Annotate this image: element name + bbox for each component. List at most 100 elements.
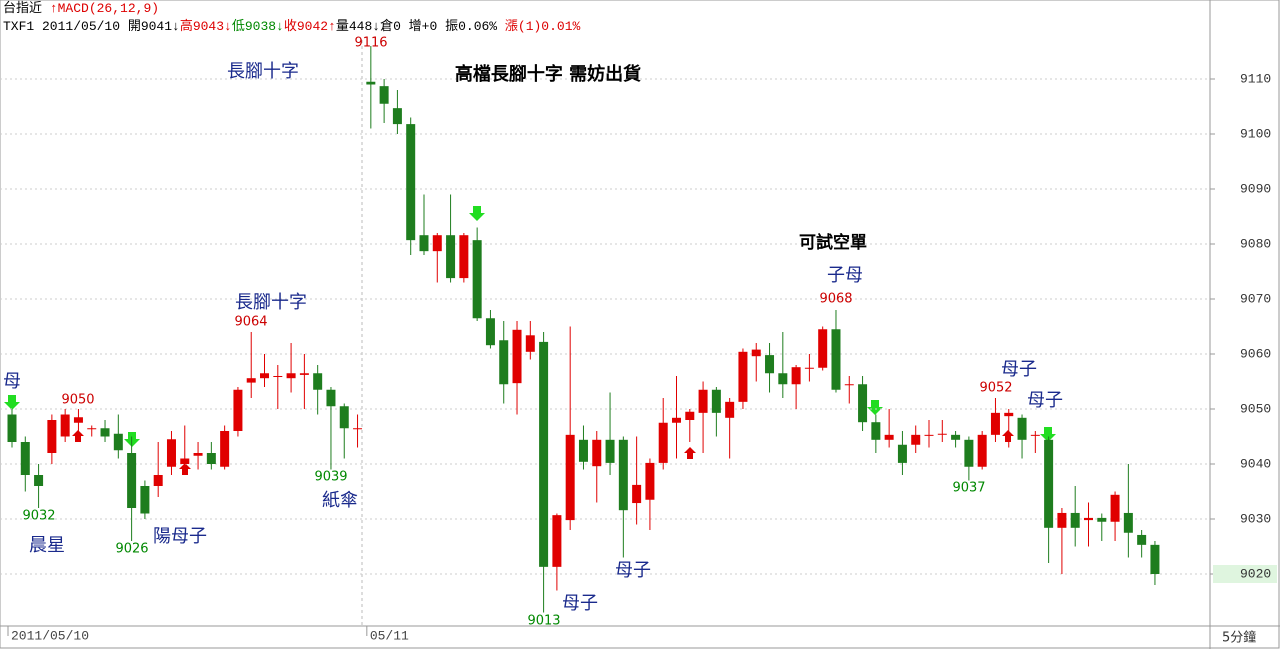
candle-body: [698, 389, 708, 413]
y-tick-label: 9020: [1240, 566, 1271, 581]
annotation: 9013: [527, 614, 560, 629]
candle-body: [1097, 517, 1107, 522]
candle-body: [1070, 512, 1080, 528]
x-tick-label: 05/11: [370, 628, 409, 643]
candle-body: [937, 433, 947, 435]
candle-body: [459, 235, 469, 279]
candle-body: [765, 355, 775, 374]
candle-body: [1057, 512, 1067, 528]
annotation: 可試空單: [799, 232, 867, 253]
candle-body: [499, 340, 509, 385]
candle-body: [1150, 544, 1160, 574]
candle-body: [871, 422, 881, 440]
candle-body: [379, 86, 389, 104]
annotation: 長腳十字: [227, 61, 299, 82]
indicator: ↑MACD(26,12,9): [49, 1, 160, 16]
annotation: 母子: [615, 560, 651, 581]
candle-body: [897, 444, 907, 463]
candle-body: [7, 414, 17, 442]
quote-volume: 量448↓倉0 增+0 振0.06%: [335, 19, 498, 34]
candle-body: [419, 235, 429, 252]
annotation: 9116: [354, 36, 387, 51]
candle-body: [1137, 534, 1147, 545]
candle-body: [153, 475, 163, 486]
candle-body: [34, 475, 44, 486]
candle-body: [339, 406, 349, 429]
last-price-highlight: [1213, 565, 1277, 583]
candle-body: [1044, 439, 1054, 528]
x-tick-label: 2011/05/10: [11, 628, 89, 643]
candle-body: [818, 329, 828, 368]
candle-body: [246, 378, 256, 383]
candle-body: [791, 367, 801, 385]
candle-body: [964, 439, 974, 467]
candle-body: [47, 420, 57, 453]
candle-body: [525, 335, 535, 352]
candle-body: [180, 458, 190, 464]
y-tick-label: 9100: [1240, 126, 1271, 141]
y-tick-label: 9050: [1240, 401, 1271, 416]
candle-body: [831, 329, 841, 390]
candle-body: [406, 124, 416, 241]
annotation: 9052: [979, 381, 1012, 396]
y-tick-label: 9060: [1240, 346, 1271, 361]
y-tick-label: 9070: [1240, 291, 1271, 306]
candle-body: [1004, 412, 1014, 417]
candle-body: [73, 417, 83, 423]
candle-body: [140, 486, 150, 514]
candle-body: [313, 373, 323, 390]
candle-body: [592, 439, 602, 467]
candle-body: [672, 417, 681, 423]
candle-body: [286, 373, 296, 379]
annotation: 母子: [562, 593, 598, 614]
candle-body: [166, 439, 176, 467]
header: 台指近 ↑MACD(26,12,9) TXF1 2011/05/10 開9041…: [3, 0, 580, 36]
annotation: 9050: [61, 393, 94, 408]
symbol: 台指近: [3, 1, 43, 16]
candle-body: [100, 428, 110, 437]
annotation: 晨星: [29, 535, 65, 556]
annotation: 9026: [115, 542, 148, 557]
y-tick-label: 9090: [1240, 181, 1271, 196]
annotation: 9064: [234, 315, 267, 330]
candle-body: [565, 434, 575, 521]
candle-body: [206, 453, 216, 464]
annotation: 長腳十字: [235, 292, 307, 313]
candle-body: [1083, 517, 1093, 521]
candle-body: [87, 428, 97, 430]
candle-body: [446, 235, 456, 279]
candle-body: [725, 401, 735, 418]
y-tick-label: 9040: [1240, 456, 1271, 471]
candle-body: [605, 439, 615, 463]
candle-body: [924, 434, 934, 436]
candle-body: [20, 442, 30, 475]
candle-body: [220, 431, 230, 467]
candle-body: [751, 349, 761, 357]
candle-body: [1123, 512, 1133, 533]
candle-body: [366, 81, 376, 85]
candle-body: [804, 367, 814, 369]
candle-body: [539, 341, 549, 567]
annotation: 高檔長腳十字 需妨出貨: [455, 63, 641, 85]
quote-close: 收9042↑: [283, 19, 336, 34]
candle-body: [778, 373, 788, 385]
y-tick-label: 9080: [1240, 236, 1271, 251]
candle-body: [884, 434, 894, 440]
annotation: 母: [3, 371, 21, 392]
quote-change: 漲(1)0.01%: [504, 19, 581, 34]
candle-body: [911, 434, 921, 445]
candle-body: [685, 411, 695, 420]
candle-body: [260, 373, 270, 379]
candle-body: [632, 484, 642, 504]
candle-body: [472, 240, 482, 319]
candle-body: [392, 108, 402, 125]
candle-body: [951, 434, 961, 440]
candle-body: [990, 412, 1000, 435]
quote-high: 高9043↓: [179, 19, 232, 34]
annotation: 9039: [314, 470, 347, 485]
candle-body: [127, 453, 137, 508]
candle-body: [326, 389, 336, 407]
annotation: 子母: [827, 265, 863, 286]
candle-body: [977, 434, 987, 467]
